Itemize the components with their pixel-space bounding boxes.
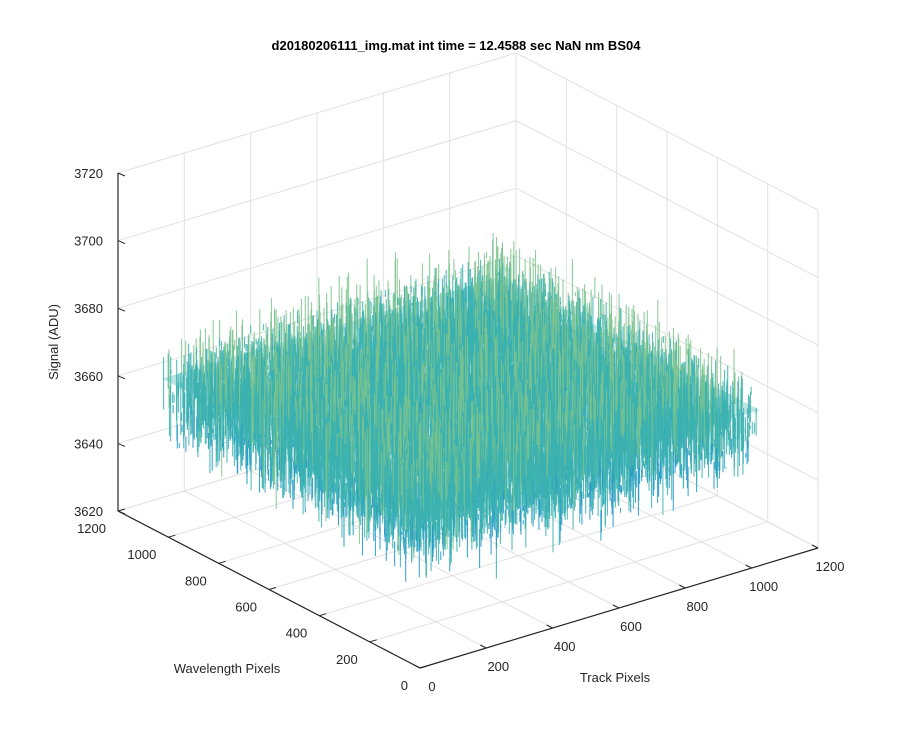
side-wall-grid-line-z [515,52,819,211]
side-wall-grid-line-z [515,120,819,279]
side-wall-grid-line-z [515,187,819,346]
back-wall-grid-line-z [117,52,517,174]
side-wall-grid-line-z [515,255,819,414]
floor-grid-line-y [369,521,768,643]
surface-data [162,233,760,582]
floor-grid-line-y [319,495,718,617]
back-wall-grid-line-z [117,187,517,309]
back-wall-grid-line-z [117,120,517,242]
